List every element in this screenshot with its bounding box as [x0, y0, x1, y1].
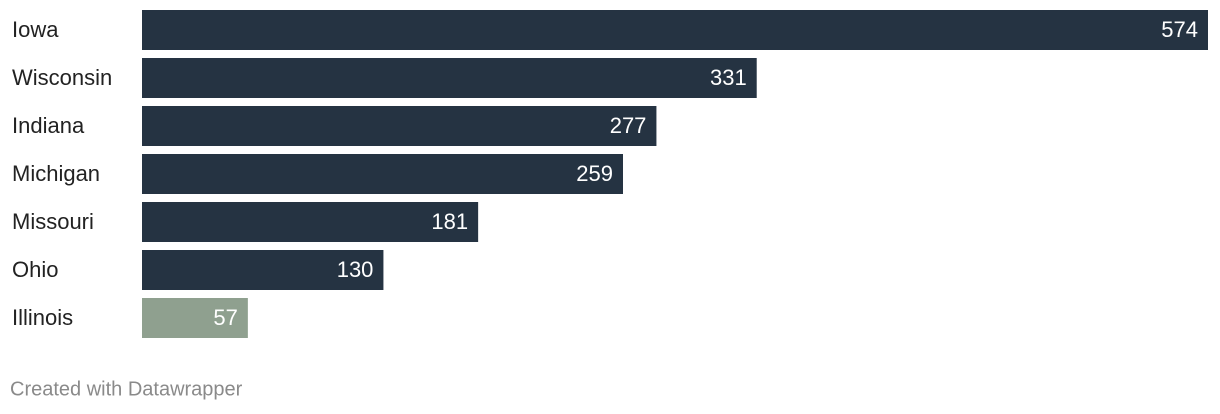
bar	[142, 202, 479, 242]
value-label: 259	[576, 161, 613, 186]
bar	[142, 10, 1208, 50]
value-label: 331	[710, 65, 747, 90]
value-label: 574	[1161, 17, 1198, 42]
value-label: 181	[431, 209, 468, 234]
category-label: Michigan	[12, 161, 100, 186]
bar	[142, 250, 384, 290]
bar	[142, 58, 757, 98]
category-label: Illinois	[12, 305, 73, 330]
category-label: Missouri	[12, 209, 94, 234]
value-label: 57	[213, 305, 237, 330]
category-label: Iowa	[12, 17, 59, 42]
value-label: 277	[610, 113, 647, 138]
footer: Created with Datawrapper	[10, 378, 243, 400]
category-label: Wisconsin	[12, 65, 112, 90]
bar	[142, 106, 657, 146]
bar	[142, 298, 248, 338]
bar	[142, 154, 623, 194]
category-label: Indiana	[12, 113, 85, 138]
value-label: 130	[337, 257, 374, 282]
category-label: Ohio	[12, 257, 58, 282]
